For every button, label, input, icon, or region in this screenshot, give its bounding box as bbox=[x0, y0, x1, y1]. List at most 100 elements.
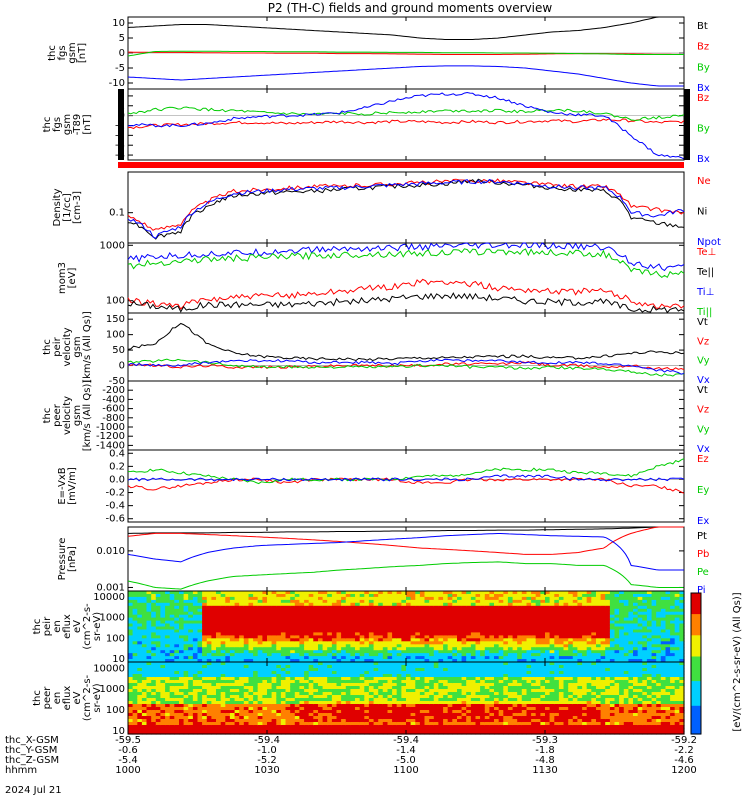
heat-cell bbox=[596, 653, 602, 657]
heat-cell bbox=[364, 662, 370, 666]
heat-cell bbox=[350, 635, 356, 639]
heat-cell bbox=[498, 638, 504, 642]
heat-cell bbox=[507, 617, 514, 622]
heat-cell bbox=[160, 728, 166, 732]
heat-cell bbox=[276, 620, 282, 625]
heat-cell bbox=[410, 638, 416, 642]
heat-cell bbox=[447, 632, 453, 636]
heat-cell bbox=[257, 641, 263, 645]
heat-cell bbox=[563, 623, 569, 628]
heat-cell bbox=[188, 668, 194, 672]
heat-cell bbox=[475, 662, 481, 666]
heat-cell bbox=[276, 608, 282, 613]
heat-cell bbox=[165, 596, 171, 601]
heat-cell bbox=[373, 599, 379, 604]
heat-cell bbox=[373, 728, 379, 732]
heat-cell bbox=[151, 713, 157, 717]
series-line-Ey bbox=[127, 458, 685, 485]
heat-cell bbox=[299, 716, 305, 720]
heat-cell bbox=[503, 608, 509, 613]
heat-cell bbox=[174, 725, 180, 729]
heat-cell bbox=[359, 635, 365, 639]
heat-cell bbox=[165, 629, 171, 634]
heat-cell bbox=[350, 638, 356, 642]
heat-cell bbox=[470, 698, 477, 702]
heat-cell bbox=[438, 662, 444, 666]
heat-cell bbox=[169, 656, 175, 660]
heat-cell bbox=[378, 662, 384, 666]
heat-cell bbox=[461, 614, 467, 619]
heat-cell bbox=[429, 614, 435, 619]
heat-cell bbox=[577, 620, 583, 625]
heat-cell bbox=[415, 671, 421, 675]
heat-cell bbox=[406, 605, 412, 610]
heat-cell bbox=[461, 591, 467, 595]
heat-cell bbox=[484, 677, 490, 681]
heat-cell bbox=[605, 594, 611, 598]
heat-cell bbox=[656, 656, 662, 660]
heat-cell bbox=[322, 653, 328, 657]
heat-cell bbox=[512, 659, 518, 663]
heat-cell bbox=[591, 641, 597, 645]
heat-cell bbox=[419, 599, 426, 604]
heat-cell bbox=[211, 716, 217, 720]
heat-cell bbox=[132, 689, 138, 693]
heat-cell bbox=[382, 689, 388, 693]
heat-cell bbox=[429, 722, 435, 726]
heat-cell bbox=[327, 725, 333, 729]
heat-cell bbox=[614, 591, 620, 595]
heat-cell bbox=[280, 623, 287, 628]
heat-cell bbox=[452, 662, 458, 666]
heat-cell bbox=[554, 623, 560, 628]
heat-cell bbox=[192, 695, 199, 699]
heat-cell bbox=[633, 608, 639, 613]
heat-cell bbox=[165, 719, 171, 723]
heat-cell bbox=[447, 659, 453, 663]
heat-cell bbox=[410, 647, 416, 651]
heat-cell bbox=[285, 629, 291, 634]
heat-cell bbox=[359, 680, 365, 684]
heat-cell bbox=[276, 635, 282, 639]
heat-cell bbox=[141, 632, 148, 636]
heat-cell bbox=[401, 644, 407, 648]
heat-cell bbox=[535, 644, 541, 648]
heat-cell bbox=[336, 635, 342, 639]
heat-cell bbox=[243, 725, 249, 729]
heat-cell bbox=[452, 671, 458, 675]
heat-cell bbox=[276, 668, 282, 672]
heat-cell bbox=[605, 653, 611, 657]
heat-cell bbox=[280, 596, 287, 601]
heat-cell bbox=[160, 719, 166, 723]
heat-cell bbox=[600, 611, 606, 616]
series-line-Bz bbox=[127, 118, 685, 130]
heat-cell bbox=[572, 608, 578, 613]
heat-cell bbox=[211, 602, 217, 607]
heat-cell bbox=[660, 623, 666, 628]
heat-cell bbox=[216, 653, 222, 657]
heat-cell bbox=[591, 594, 597, 598]
heat-cell bbox=[294, 644, 300, 648]
heat-cell bbox=[345, 728, 351, 732]
heat-cell bbox=[128, 656, 134, 660]
heat-cell bbox=[457, 626, 463, 631]
heat-cell bbox=[623, 605, 629, 610]
heat-cell bbox=[327, 647, 333, 651]
heat-cell bbox=[202, 617, 208, 622]
heat-cell bbox=[373, 662, 379, 666]
heat-cell bbox=[466, 677, 472, 681]
heat-cell bbox=[378, 710, 384, 714]
heat-cell bbox=[350, 614, 356, 619]
heat-cell bbox=[285, 695, 291, 699]
heat-cell bbox=[373, 674, 379, 678]
heat-cell bbox=[243, 653, 249, 657]
heat-cell bbox=[549, 623, 555, 628]
heat-cell bbox=[410, 716, 416, 720]
heat-cell bbox=[503, 650, 509, 654]
heat-cell bbox=[433, 695, 439, 699]
heat-cell bbox=[628, 594, 634, 598]
heat-cell bbox=[406, 647, 412, 651]
heat-cell bbox=[160, 641, 166, 645]
heat-cell bbox=[336, 677, 342, 681]
heat-cell bbox=[299, 680, 305, 684]
heat-cell bbox=[216, 656, 222, 660]
